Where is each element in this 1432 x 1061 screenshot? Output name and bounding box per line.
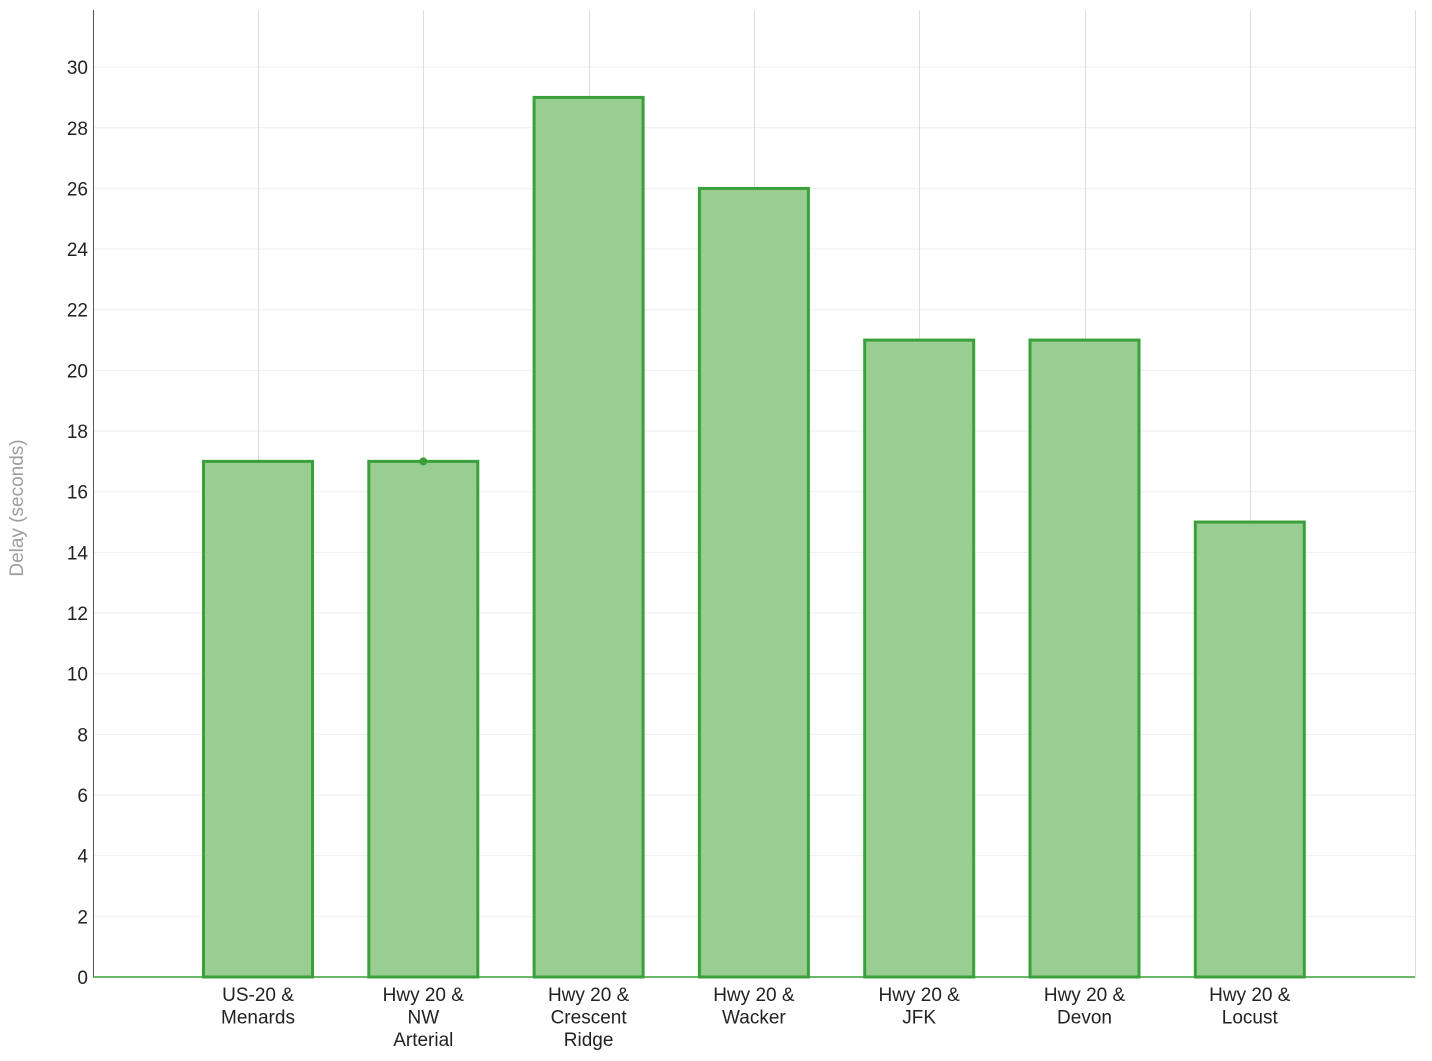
y-tick-label-14: 14 <box>67 543 89 564</box>
y-tick-label-30: 30 <box>67 58 88 79</box>
x-tick-label-line: Hwy 20 & <box>1209 985 1291 1006</box>
x-tick-label-line: Hwy 20 & <box>879 985 961 1006</box>
y-axis-title: Delay (seconds) <box>7 439 28 576</box>
y-tick-label-24: 24 <box>67 240 89 261</box>
bar-2[interactable] <box>532 95 645 979</box>
bar-5[interactable] <box>1028 338 1141 979</box>
bar-4[interactable] <box>863 338 976 979</box>
x-tick-label-line: Ridge <box>564 1030 614 1051</box>
x-tick-label-line: Crescent <box>551 1008 628 1029</box>
x-tick-label-line: Hwy 20 & <box>383 985 465 1006</box>
x-tick-label-line: Arterial <box>393 1030 453 1051</box>
x-tick-label-6: Hwy 20 & Locust <box>1209 985 1291 1029</box>
x-tick-label-line: Wacker <box>722 1008 786 1029</box>
y-tick-label-18: 18 <box>67 422 88 443</box>
x-tick-label-4: Hwy 20 & JFK <box>879 985 961 1029</box>
x-tick-label-line: Hwy 20 & <box>1044 985 1126 1006</box>
x-tick-label-line: Menards <box>221 1008 295 1029</box>
x-tick-label-line: Hwy 20 & <box>713 985 795 1006</box>
y-tick-label-26: 26 <box>67 179 88 200</box>
y-tick-label-28: 28 <box>67 119 88 140</box>
x-tick-label-line: Devon <box>1057 1008 1112 1029</box>
y-tick-label-16: 16 <box>67 483 88 504</box>
bar-series <box>202 95 1306 979</box>
y-tick-label-22: 22 <box>67 301 88 322</box>
x-tick-label-1: Hwy 20 & NW Arterial <box>383 985 465 1051</box>
x-tick-label-line: Hwy 20 & <box>548 985 630 1006</box>
x-tick-label-3: Hwy 20 & Wacker <box>713 985 795 1029</box>
y-tick-label-0: 0 <box>77 968 88 989</box>
x-tick-label-line: NW <box>407 1008 439 1029</box>
y-tick-label-12: 12 <box>67 604 88 625</box>
y-tick-label-4: 4 <box>77 847 88 868</box>
y-tick-label-6: 6 <box>77 786 88 807</box>
y-tick-label-10: 10 <box>67 665 88 686</box>
y-tick-label-2: 2 <box>77 907 88 928</box>
bar-0[interactable] <box>202 459 314 979</box>
x-tick-label-line: Locust <box>1222 1008 1279 1029</box>
y-tick-label-20: 20 <box>67 361 88 382</box>
x-tick-label-line: JFK <box>902 1008 936 1029</box>
bar-3[interactable] <box>697 186 810 979</box>
hover-point-marker <box>419 457 428 466</box>
x-tick-label-5: Hwy 20 & Devon <box>1044 985 1126 1029</box>
bar-1[interactable] <box>367 459 480 979</box>
x-tick-label-line: US-20 & <box>222 985 294 1006</box>
x-tick-label-2: Hwy 20 & Crescent Ridge <box>548 985 630 1051</box>
y-tick-label-8: 8 <box>77 725 88 746</box>
x-tick-label-0: US-20 & Menards <box>221 985 295 1029</box>
bar-6[interactable] <box>1193 520 1306 979</box>
